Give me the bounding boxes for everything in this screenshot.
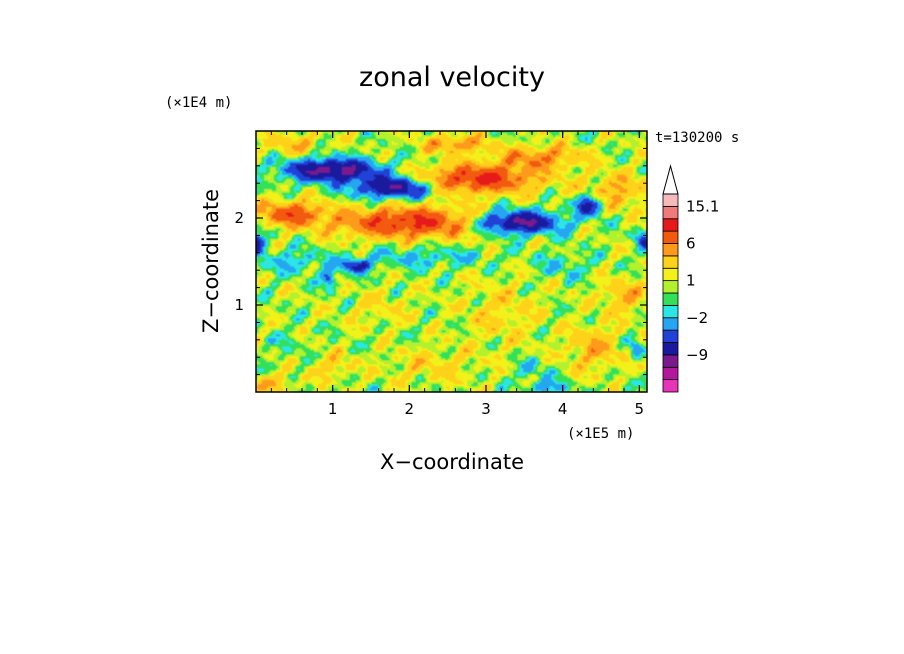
colorbar-label: 1: [686, 272, 696, 290]
colorbar-swatch: [662, 218, 679, 232]
y-scale-label: (×1E4 m): [165, 95, 232, 111]
colorbar-swatch: [662, 317, 679, 331]
colorbar-swatch: [662, 205, 679, 220]
colorbar-label: 6: [686, 235, 696, 253]
x-tick-label: 1: [328, 400, 338, 418]
x-axis-label: X−coordinate: [380, 450, 524, 474]
x-ticks: 1 2 3 4 5: [270, 131, 645, 418]
colorbar-label: −9: [686, 346, 708, 364]
colorbar-swatch: [662, 243, 679, 257]
chart-title: zonal velocity: [359, 62, 545, 93]
colorbar-swatch: [662, 304, 679, 319]
colorbar-swatch: [662, 267, 679, 282]
colorbar: 15.1 6 1 −2 −9: [662, 164, 719, 393]
time-label: t=130200 s: [655, 130, 739, 146]
plot-frame: [255, 130, 648, 393]
colorbar-label: 15.1: [686, 197, 719, 215]
x-tick-label: 5: [635, 400, 645, 418]
colorbar-swatch: [662, 379, 679, 393]
x-scale-label: (×1E5 m): [567, 426, 634, 442]
colorbar-swatch: [662, 342, 679, 356]
colorbar-swatch: [662, 193, 679, 207]
x-tick-label: 2: [405, 400, 415, 418]
y-ticks: 12: [234, 147, 647, 376]
y-axis-label: Z−coordinate: [199, 189, 223, 333]
colorbar-swatch: [662, 280, 679, 294]
velocity-field: [256, 131, 647, 392]
colorbar-swatch: [662, 366, 679, 381]
colorbar-label: −2: [686, 309, 708, 327]
x-tick-label: 4: [558, 400, 568, 418]
y-tick-label: 1: [234, 296, 244, 314]
y-tick-label: 2: [234, 209, 244, 227]
colorbar-extend-arrow: [662, 164, 679, 195]
colorbar-swatch: [662, 329, 679, 343]
x-tick-label: 3: [481, 400, 491, 418]
colorbar-swatch: [662, 354, 679, 368]
colorbar-swatch: [662, 292, 679, 306]
colorbar-swatch: [662, 230, 679, 244]
colorbar-swatch: [662, 255, 679, 269]
